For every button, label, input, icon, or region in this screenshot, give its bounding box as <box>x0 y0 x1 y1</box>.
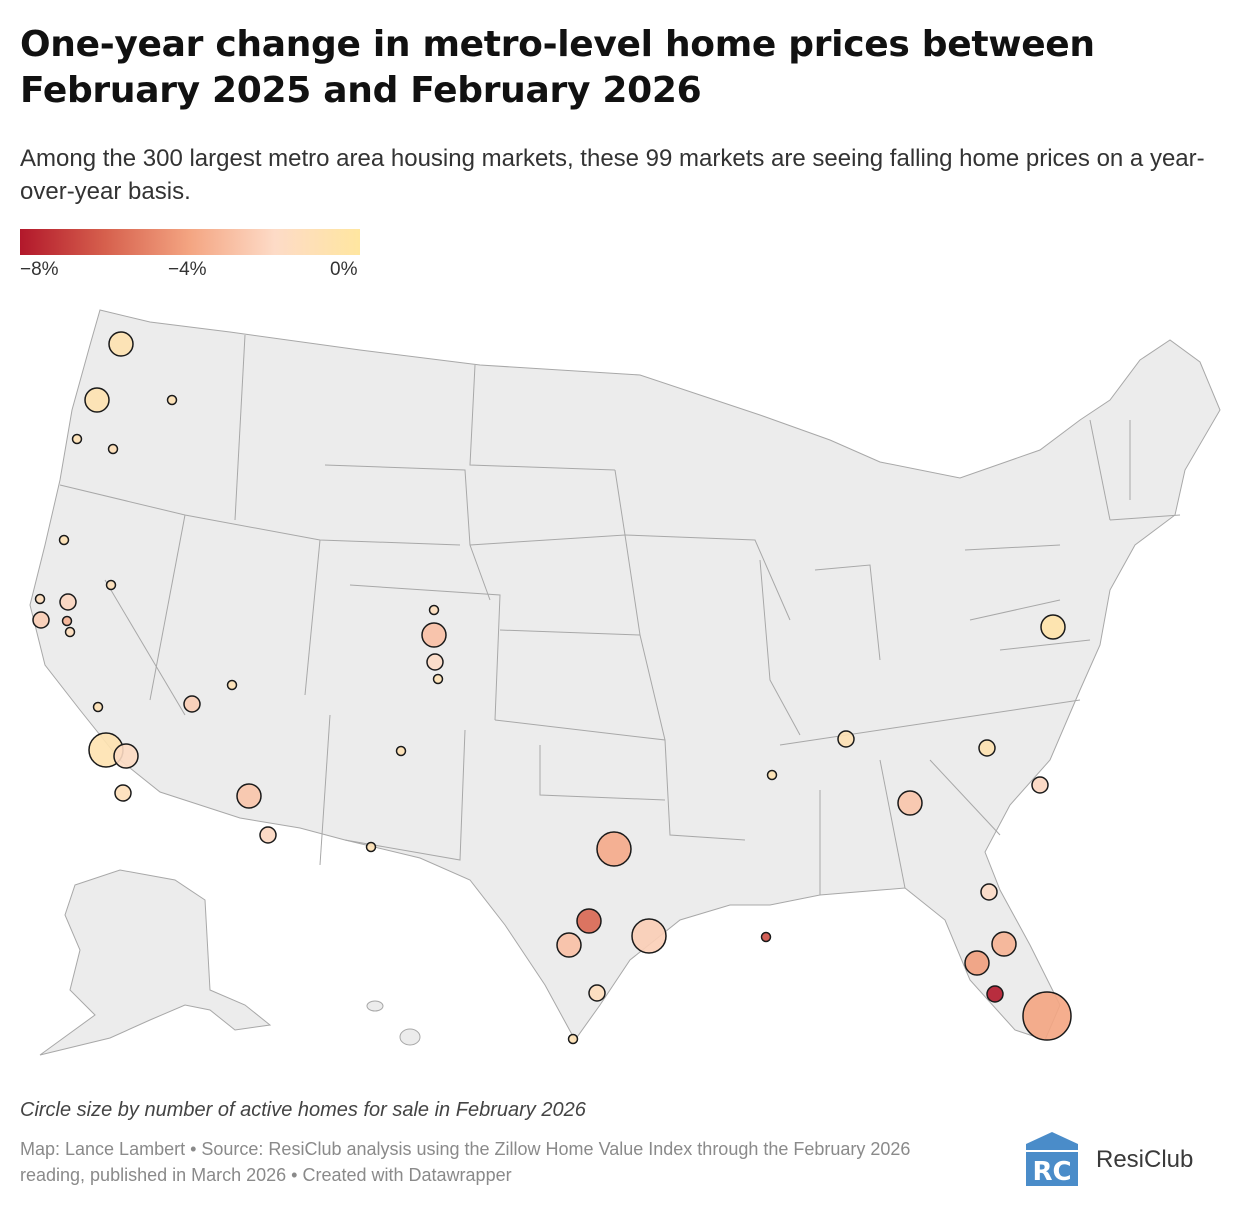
market-marker-las-cruces[interactable] <box>365 841 377 853</box>
legend-label-min: −8% <box>20 259 59 280</box>
resiclub-logo-icon: RC <box>1026 1132 1078 1187</box>
color-legend-bar <box>20 229 360 255</box>
market-marker-lake-charles[interactable] <box>760 931 772 943</box>
market-marker-memphis[interactable] <box>766 769 778 781</box>
market-marker-austin[interactable] <box>576 908 602 934</box>
market-marker-reno[interactable] <box>105 579 117 591</box>
us-land <box>29 309 1221 1056</box>
svg-text:RC: RC <box>1032 1157 1071 1187</box>
market-marker-fresno[interactable] <box>92 701 104 713</box>
market-marker-orlando[interactable] <box>991 931 1017 957</box>
market-marker-corpus-christi[interactable] <box>588 984 606 1002</box>
market-marker-san-francisco[interactable] <box>32 611 50 629</box>
market-marker-denver[interactable] <box>421 622 447 648</box>
hawaii-big-island-shape <box>399 1028 421 1046</box>
market-marker-santa-fe[interactable] <box>395 745 407 757</box>
market-marker-fort-collins[interactable] <box>428 604 440 616</box>
market-marker-salem[interactable] <box>71 433 83 445</box>
market-marker-portland[interactable] <box>84 387 110 413</box>
market-marker-tucson[interactable] <box>259 826 277 844</box>
market-marker-cape-coral[interactable] <box>986 985 1004 1003</box>
market-marker-pueblo[interactable] <box>432 673 444 685</box>
alaska-shape <box>39 869 272 1056</box>
market-marker-raleigh[interactable] <box>1031 776 1049 794</box>
market-marker-santa-rosa[interactable] <box>34 593 46 605</box>
market-marker-mcallen[interactable] <box>567 1033 579 1045</box>
chart-title: One-year change in metro-level home pric… <box>20 24 1095 111</box>
legend-label-mid: −4% <box>168 259 207 280</box>
market-marker-seattle[interactable] <box>108 331 134 357</box>
hawaii-maui-shape <box>366 1000 384 1012</box>
market-markers <box>32 331 1072 1045</box>
market-marker-houston[interactable] <box>631 918 667 954</box>
source-credit: Map: Lance Lambert • Source: ResiClub an… <box>20 1139 911 1185</box>
market-marker-kennewick[interactable] <box>166 394 178 406</box>
market-marker-colorado-springs[interactable] <box>426 653 444 671</box>
market-marker-stockton[interactable] <box>64 626 76 638</box>
market-marker-las-vegas[interactable] <box>183 695 201 713</box>
market-marker-san-jose[interactable] <box>61 615 73 627</box>
market-marker-bend[interactable] <box>107 443 119 455</box>
market-marker-redding[interactable] <box>58 534 70 546</box>
resiclub-logo[interactable]: RC ResiClub <box>1020 1128 1220 1190</box>
market-marker-st-george[interactable] <box>226 679 238 691</box>
us-map <box>29 309 1221 1056</box>
contiguous-us-shape <box>29 309 1221 1041</box>
market-marker-tampa[interactable] <box>964 950 990 976</box>
market-marker-nashville[interactable] <box>837 730 855 748</box>
market-marker-riverside[interactable] <box>113 743 139 769</box>
chart-subtitle: Among the 300 largest metro area housing… <box>20 145 1205 205</box>
size-note: Circle size by number of active homes fo… <box>20 1099 586 1121</box>
market-marker-charlotte[interactable] <box>978 739 996 757</box>
market-marker-miami[interactable] <box>1022 991 1072 1041</box>
market-marker-san-diego[interactable] <box>114 784 132 802</box>
market-marker-san-antonio[interactable] <box>556 932 582 958</box>
market-marker-jacksonville[interactable] <box>980 883 998 901</box>
legend-label-max: 0% <box>330 259 358 280</box>
market-marker-dallas[interactable] <box>596 831 632 867</box>
market-marker-phoenix[interactable] <box>236 783 262 809</box>
market-marker-sacramento[interactable] <box>59 593 77 611</box>
market-marker-atlanta[interactable] <box>897 790 923 816</box>
market-marker-washington[interactable] <box>1040 614 1066 640</box>
resiclub-wordmark: ResiClub <box>1096 1146 1194 1173</box>
state-borders <box>59 334 1181 895</box>
